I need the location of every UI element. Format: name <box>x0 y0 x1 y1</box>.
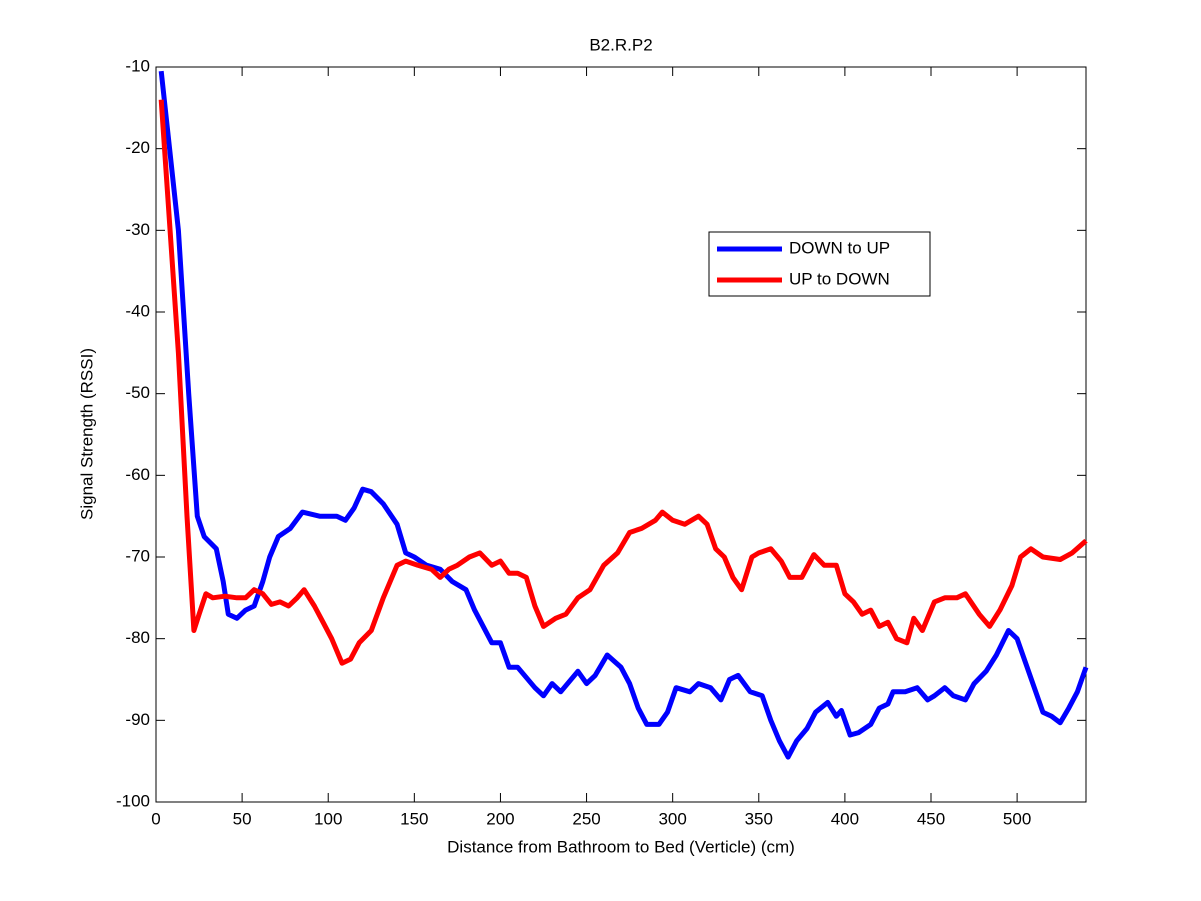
x-tick-label: 200 <box>486 809 514 828</box>
plot-frame <box>155 66 1087 803</box>
legend-box <box>708 231 931 297</box>
legend-label: UP to DOWN <box>789 269 890 288</box>
x-tick-label: 0 <box>151 809 160 828</box>
y-tick-label: -90 <box>125 710 150 729</box>
y-tick-label: -20 <box>125 138 150 157</box>
x-tick-label: 50 <box>233 809 252 828</box>
y-axis-label: Signal Strength (RSSI) <box>77 348 96 520</box>
chart-title: B2.R.P2 <box>589 35 652 54</box>
x-tick-label: 250 <box>572 809 600 828</box>
y-tick-label: -10 <box>125 56 150 75</box>
y-tick-label: -80 <box>125 628 150 647</box>
data-line <box>158 70 1089 760</box>
y-tick-label: -70 <box>125 546 150 565</box>
x-tick-label: 100 <box>314 809 342 828</box>
x-tick-label: 300 <box>658 809 686 828</box>
y-tick-label: -40 <box>125 301 150 320</box>
x-tick-label: 350 <box>745 809 773 828</box>
x-tick-label: 450 <box>917 809 945 828</box>
x-tick-label: 500 <box>1003 809 1031 828</box>
data-line <box>158 99 1088 666</box>
y-tick-label: -50 <box>125 383 150 402</box>
x-tick-label: 400 <box>831 809 859 828</box>
x-axis-label: Distance from Bathroom to Bed (Verticle)… <box>447 837 795 856</box>
y-tick-label: -100 <box>116 791 150 810</box>
y-tick-label: -60 <box>125 465 150 484</box>
y-tick-label: -30 <box>125 220 150 239</box>
x-tick-label: 150 <box>400 809 428 828</box>
legend-label: DOWN to UP <box>789 238 890 257</box>
